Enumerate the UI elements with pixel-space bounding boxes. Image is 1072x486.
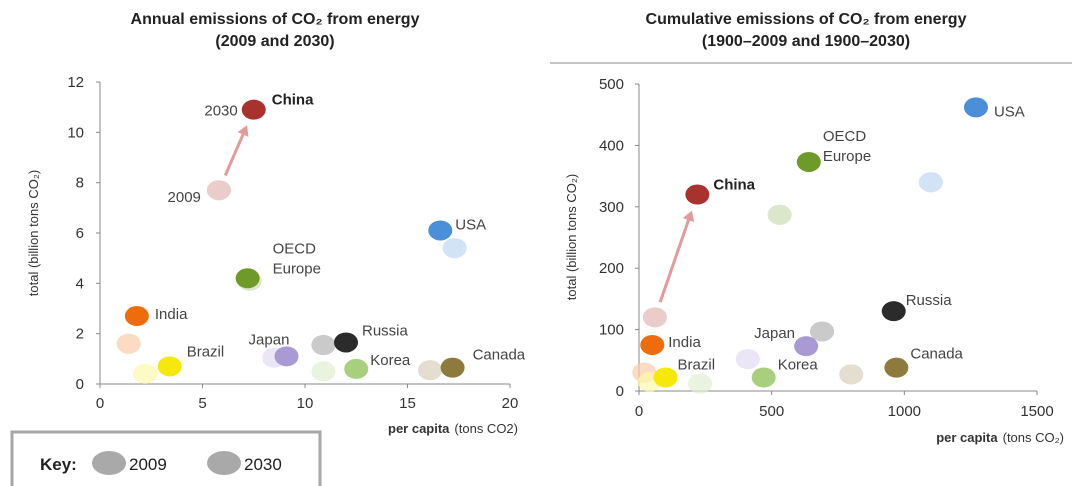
right-x-tick-label: 0 xyxy=(635,403,643,420)
left-y-tick-label: 6 xyxy=(76,225,84,242)
left-india-2009-point-texture xyxy=(116,333,141,354)
right-y-tick-label: 200 xyxy=(599,260,624,277)
left-chart-title-line1: Annual emissions of CO₂ from energy xyxy=(131,11,420,28)
left-brazil-2009-point-texture xyxy=(133,363,158,384)
left-china-2009-year-label: 2009 xyxy=(168,189,201,206)
left-china-label: China xyxy=(272,92,314,109)
right-india-2030-point xyxy=(640,334,665,355)
right-russia-2009-point-texture xyxy=(810,321,835,342)
left-india-label: India xyxy=(155,306,188,323)
left-oecd-europe-label: OECD Europe xyxy=(273,240,321,277)
left-japan-label: Japan xyxy=(249,331,290,348)
right-brazil-2030-point xyxy=(653,367,678,388)
key-2009-label: 2009 xyxy=(129,455,167,474)
right-usa-label: USA xyxy=(994,103,1025,120)
right-y-tick-label: 100 xyxy=(599,322,624,339)
key-2030-label: 2030 xyxy=(244,455,282,474)
right-japan-2009-point-texture xyxy=(735,349,760,370)
right-china-2009-point-texture xyxy=(642,307,667,328)
key-2030-marker xyxy=(207,451,241,475)
right-korea-2030-point xyxy=(751,367,776,388)
right-korea-2009-point-texture xyxy=(688,373,713,394)
left-russia-2009-point-texture xyxy=(311,334,336,355)
left-china-2009-point-texture xyxy=(206,180,231,201)
left-y-tick-label: 8 xyxy=(76,175,84,192)
left-korea-2009-point-texture xyxy=(311,361,336,382)
left-china-arrow-head xyxy=(237,125,249,137)
left-canada-2009-point-texture xyxy=(418,360,443,381)
right-canada-label: Canada xyxy=(910,346,963,363)
right-x-tick-label: 1500 xyxy=(1020,403,1053,420)
right-canada-2030-point xyxy=(884,357,909,378)
left-usa-label: USA xyxy=(455,216,486,233)
right-korea-label: Korea xyxy=(778,356,819,373)
right-japan-2030-point xyxy=(794,336,819,357)
left-x-tick-label: 20 xyxy=(502,395,519,412)
left-x-tick-label: 0 xyxy=(96,395,104,412)
right-y-tick-label: 0 xyxy=(616,383,624,400)
right-plot-area: 0 500 1000 1500 0 100 200 300 400 500 total (billi… xyxy=(564,76,1064,445)
left-china-arrow xyxy=(223,130,246,177)
left-canada-label: Canada xyxy=(473,347,526,364)
right-oecd-europe-2009-point-texture xyxy=(767,204,792,225)
right-brazil-label: Brazil xyxy=(678,356,716,373)
right-china-arrow-head xyxy=(682,210,695,222)
right-chart-title-line1: Cumulative emissions of CO₂ from energy xyxy=(646,11,967,28)
left-y-tick-label: 10 xyxy=(67,124,84,141)
left-y-tick-label: 12 xyxy=(67,74,84,91)
right-x-tick-label: 500 xyxy=(759,403,784,420)
right-y-tick-label: 400 xyxy=(599,137,624,154)
left-plot-area: 0 5 10 15 20 0 2 4 6 8 10 12 total (billion tons CO₂… xyxy=(26,74,526,436)
right-china-label: China xyxy=(713,177,755,194)
left-korea-label: Korea xyxy=(370,352,411,369)
left-russia-2030-point xyxy=(334,332,358,353)
right-x-axis-label: per capita (tons CO₂) xyxy=(936,430,1064,445)
key-frame xyxy=(10,430,322,486)
left-x-tick-label: 10 xyxy=(297,395,314,412)
key-box: Key: 2009 2030 xyxy=(10,430,322,486)
key-2009-marker xyxy=(92,451,126,475)
right-china-2030-point xyxy=(685,184,710,205)
right-usa-2009-point-texture xyxy=(918,172,943,193)
left-brazil-2030-point xyxy=(157,356,182,377)
right-y-tick-label: 300 xyxy=(599,199,624,216)
left-x-tick-label: 15 xyxy=(399,395,416,412)
left-india-2030-point xyxy=(124,306,149,327)
key-title: Key: xyxy=(40,455,77,474)
right-oecd-europe-label: OECD Europe xyxy=(823,128,871,165)
right-usa-2030-point xyxy=(963,97,988,118)
right-chart-title-line2: (1900–2009 and 1900–2030) xyxy=(702,33,910,50)
right-oecd-europe-2030-point xyxy=(796,151,821,172)
left-x-tick-label: 5 xyxy=(198,395,206,412)
right-y-axis-label: total (billion tons CO₂) xyxy=(564,174,579,300)
right-japan-label: Japan xyxy=(754,325,795,342)
right-x-tick-label: 1000 xyxy=(888,403,921,420)
left-x-axis-label: per capita (tons CO2) xyxy=(388,421,518,436)
left-japan-2030-point xyxy=(274,346,299,367)
left-russia-label: Russia xyxy=(362,322,409,339)
left-y-axis-label: total (billion tons CO₂) xyxy=(26,170,41,296)
right-russia-label: Russia xyxy=(906,292,953,309)
left-chart-title-line2: (2009 and 2030) xyxy=(215,33,334,50)
left-usa-2030-point xyxy=(428,220,453,241)
right-canada-2009-point-texture xyxy=(839,364,864,385)
left-canada-2030-point xyxy=(440,357,465,378)
right-india-label: India xyxy=(668,334,701,351)
right-china-arrow xyxy=(658,215,692,303)
left-y-tick-label: 4 xyxy=(76,275,84,292)
left-brazil-label: Brazil xyxy=(187,343,225,360)
right-y-tick-label: 500 xyxy=(599,76,624,93)
left-y-tick-label: 2 xyxy=(76,326,84,343)
left-usa-2009-point-texture xyxy=(442,238,467,259)
left-korea-2030-point xyxy=(344,358,369,379)
left-oecd-europe-2030-point xyxy=(235,268,260,289)
left-y-tick-label: 0 xyxy=(76,376,84,393)
left-china-2030-point xyxy=(241,99,266,120)
left-china-2030-year-label: 2030 xyxy=(204,103,237,120)
right-russia-2030-point xyxy=(881,301,906,322)
